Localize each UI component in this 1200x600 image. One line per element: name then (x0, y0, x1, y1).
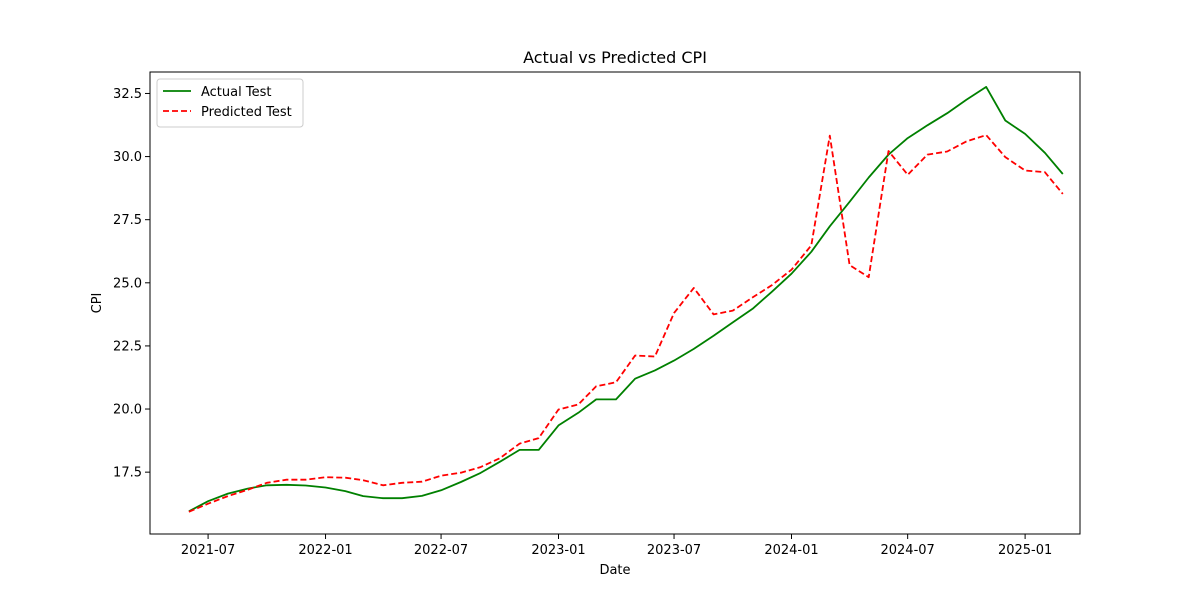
legend: Actual Test Predicted Test (156, 78, 304, 128)
x-tick-label: 2024-07 (880, 543, 934, 558)
x-axis-ticks: 2021-07 2022-01 2022-07 2023-01 2023-07 2024-… (181, 534, 1052, 558)
y-tick-label: 32.5 (113, 87, 142, 102)
x-tick-label: 2023-01 (531, 543, 585, 558)
series-line-predicted (188, 134, 1064, 513)
legend-entry-actual: Actual Test (201, 85, 271, 100)
chart-title: Actual vs Predicted CPI (523, 48, 707, 67)
series-layer (188, 86, 1064, 513)
x-tick-label: 2022-07 (414, 543, 468, 558)
y-tick-label: 30.0 (113, 150, 142, 165)
y-tick-label: 22.5 (113, 339, 142, 354)
legend-box (156, 78, 304, 128)
y-tick-label: 17.5 (113, 466, 142, 481)
y-axis-ticks: 17.5 20.0 22.5 25.0 27.5 30.0 32.5 (113, 87, 150, 481)
y-axis-label: CPI (90, 293, 105, 314)
x-tick-label: 2025-01 (998, 543, 1052, 558)
y-tick-label: 27.5 (113, 213, 142, 228)
y-tick-label: 25.0 (113, 276, 142, 291)
x-axis-label: Date (599, 563, 630, 578)
y-tick-label: 20.0 (113, 403, 142, 418)
plot-area (150, 72, 1080, 534)
series-line-actual (188, 86, 1064, 513)
x-tick-label: 2022-01 (298, 543, 352, 558)
legend-entry-predicted: Predicted Test (201, 105, 292, 120)
x-tick-label: 2024-01 (764, 543, 818, 558)
x-tick-label: 2023-07 (647, 543, 701, 558)
plot-frame (149, 71, 1081, 535)
x-tick-label: 2021-07 (181, 543, 235, 558)
